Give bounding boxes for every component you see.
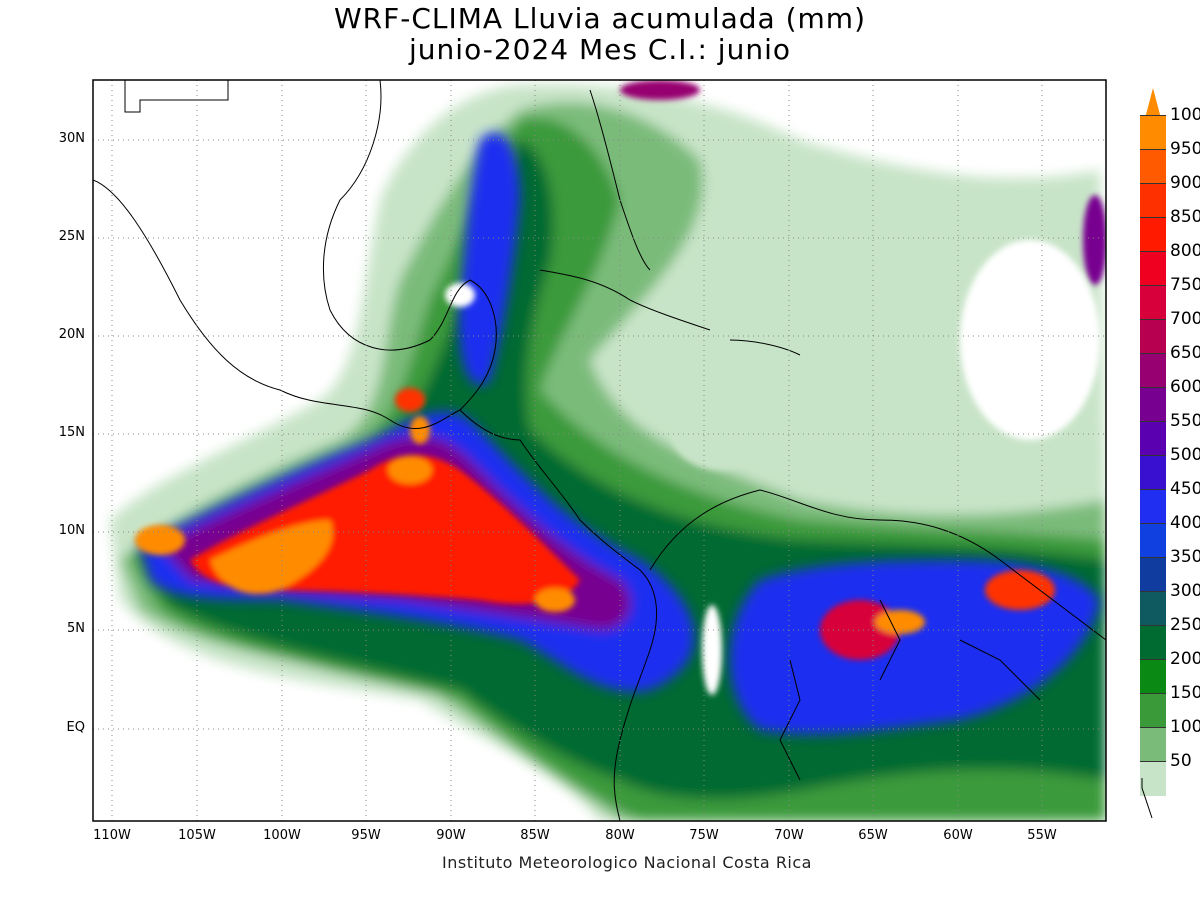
- legend-label: 950: [1170, 139, 1200, 159]
- legend-swatch: [1140, 149, 1166, 184]
- legend-swatch: [1140, 387, 1166, 422]
- legend-label: 100: [1170, 717, 1200, 737]
- legend-label: 700: [1170, 309, 1200, 329]
- x-tick-label: 60W: [943, 828, 973, 843]
- legend-swatch: [1140, 115, 1166, 150]
- legend-label: 250: [1170, 615, 1200, 635]
- legend-swatch: [1140, 693, 1166, 728]
- legend-label: 900: [1170, 173, 1200, 193]
- y-tick-label: 15N: [58, 425, 85, 440]
- y-tick-label: 10N: [58, 523, 85, 538]
- dry-zone-andes: [702, 605, 722, 695]
- x-tick-label: 85W: [520, 828, 550, 843]
- rain-zone-red-gulf-1: [395, 388, 425, 412]
- legend-label: 750: [1170, 275, 1200, 295]
- x-tick-label: 80W: [605, 828, 635, 843]
- legend-swatch: [1140, 625, 1166, 660]
- legend-swatch: [1140, 455, 1166, 490]
- x-tick-label: 105W: [178, 828, 216, 843]
- legend-label: 550: [1170, 411, 1200, 431]
- legend-swatch: [1140, 183, 1166, 218]
- map-title-line-1: WRF-CLIMA Lluvia acumulada (mm): [334, 2, 866, 35]
- legend-swatch: [1140, 659, 1166, 694]
- legend-swatch: [1140, 353, 1166, 388]
- rain-zone-red-guyana: [985, 570, 1055, 610]
- rain-zone-red-gulf-2: [410, 416, 430, 444]
- rain-zone-purple-fl: [620, 80, 700, 100]
- legend-label: 50: [1170, 751, 1192, 771]
- legend-label: 100: [1170, 105, 1200, 125]
- legend-swatch: [1140, 727, 1166, 762]
- legend-swatch: [1140, 421, 1166, 456]
- map-frame: [92, 79, 1107, 822]
- credit-text: Instituto Meteorologico Nacional Costa R…: [442, 853, 812, 872]
- legend-label: 200: [1170, 649, 1200, 669]
- colorbar-legend: 100 950 900 850 800 750 700 650 600 550 500 450 400 3…: [1140, 105, 1200, 815]
- rain-zone-orange-2: [135, 525, 185, 555]
- legend-label: 850: [1170, 207, 1200, 227]
- rain-zone-orange-3: [388, 456, 432, 484]
- legend-swatch: [1140, 761, 1166, 796]
- legend-swatch: [1140, 251, 1166, 286]
- rain-zone-orange-1: [210, 520, 333, 594]
- legend-label: 500: [1170, 445, 1200, 465]
- legend-label: 650: [1170, 343, 1200, 363]
- x-tick-label: 100W: [263, 828, 301, 843]
- x-tick-label: 70W: [774, 828, 804, 843]
- rainfall-field: [93, 80, 1106, 821]
- legend-label: 350: [1170, 547, 1200, 567]
- rain-zone-purple-atl: [1083, 195, 1106, 285]
- legend-label: 600: [1170, 377, 1200, 397]
- legend-swatch: [1140, 557, 1166, 592]
- legend-swatch: [1140, 591, 1166, 626]
- legend-label: 450: [1170, 479, 1200, 499]
- dry-zone-yucatan: [445, 283, 475, 307]
- x-tick-label: 65W: [858, 828, 888, 843]
- dry-zone-atlantic: [960, 240, 1100, 440]
- rain-zone-orange-4: [535, 588, 575, 612]
- x-tick-label: 55W: [1027, 828, 1057, 843]
- x-tick-label: 90W: [436, 828, 466, 843]
- legend-label: 300: [1170, 581, 1200, 601]
- legend-swatch: [1140, 285, 1166, 320]
- map-title-line-2: junio-2024 Mes C.I.: junio: [409, 33, 791, 66]
- legend-label: 400: [1170, 513, 1200, 533]
- legend-swatch: [1140, 523, 1166, 558]
- y-tick-label: 5N: [67, 621, 85, 636]
- x-tick-label: 75W: [689, 828, 719, 843]
- legend-label: 800: [1170, 241, 1200, 261]
- rain-zone-orange-sa: [875, 610, 925, 634]
- x-tick-label: 95W: [351, 828, 381, 843]
- legend-swatch: [1140, 217, 1166, 252]
- legend-swatch: [1140, 319, 1166, 354]
- graticule: [93, 80, 1106, 821]
- y-tick-label: EQ: [66, 720, 85, 735]
- x-tick-label: 110W: [93, 828, 131, 843]
- y-tick-label: 20N: [58, 327, 85, 342]
- y-tick-label: 30N: [58, 131, 85, 146]
- dry-zone-caribbean: [670, 390, 770, 470]
- legend-arrow: [1145, 88, 1161, 118]
- legend-tail: [1141, 778, 1153, 819]
- coastlines: [93, 80, 1106, 821]
- y-tick-label: 25N: [58, 229, 85, 244]
- legend-swatch: [1140, 489, 1166, 524]
- rain-zone-blue-gulf: [459, 132, 520, 386]
- legend-label: 150: [1170, 683, 1200, 703]
